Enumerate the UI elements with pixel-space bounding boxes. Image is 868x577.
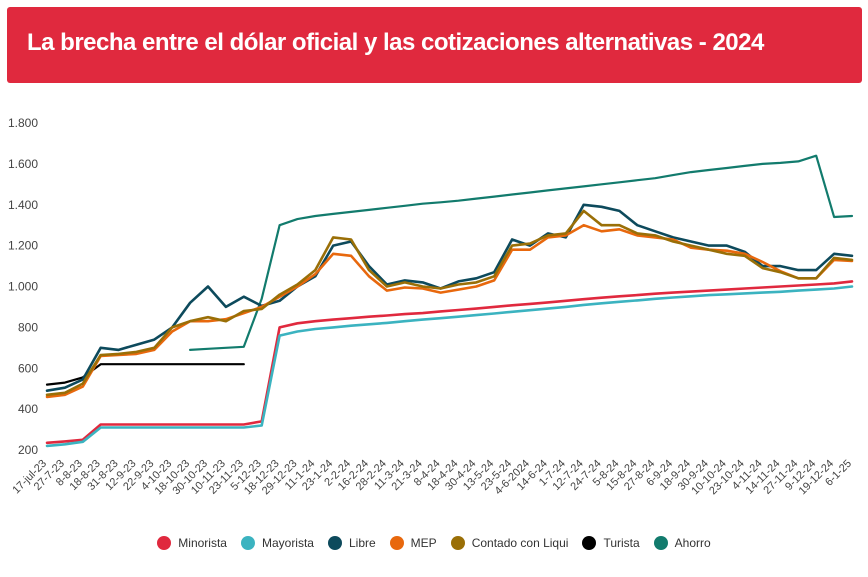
y-tick-label: 200: [18, 443, 38, 457]
series-line-contado-con-liqui: [45, 209, 854, 397]
chart-legend: Minorista Mayorista Libre MEP Contado con Li…: [0, 536, 868, 550]
series-line-turista: [45, 363, 245, 386]
y-tick-label: 400: [18, 402, 38, 416]
legend-label: Ahorro: [674, 536, 711, 550]
legend-marker-icon: [157, 536, 172, 550]
legend-item[interactable]: Mayorista: [240, 536, 314, 550]
legend-item[interactable]: MEP: [389, 536, 437, 550]
legend-label: MEP: [410, 536, 437, 550]
series-line-mep: [45, 223, 854, 399]
title-banner: La brecha entre el dólar oficial y las c…: [7, 7, 862, 83]
legend-label: Mayorista: [261, 536, 314, 550]
legend-marker-icon: [582, 536, 597, 550]
legend-item[interactable]: Minorista: [157, 536, 227, 550]
legend-marker-icon: [240, 536, 255, 550]
legend-item[interactable]: Libre: [327, 536, 376, 550]
line-chart: 2004006008001.0001.2001.4001.6001.80017-…: [8, 116, 854, 497]
legend-marker-icon: [327, 536, 342, 550]
chart-title: La brecha entre el dólar oficial y las c…: [27, 29, 764, 56]
series-line-libre: [45, 203, 854, 392]
y-tick-label: 1.800: [8, 116, 38, 130]
legend-marker-icon: [450, 536, 465, 550]
series-line-minorista: [45, 280, 854, 445]
y-tick-label: 1.000: [8, 280, 38, 294]
legend-label: Minorista: [178, 536, 227, 550]
series-line-ahorro: [189, 154, 854, 351]
legend-item[interactable]: Turista: [582, 536, 640, 550]
legend-label: Turista: [603, 536, 640, 550]
y-tick-label: 800: [18, 320, 38, 334]
legend-marker-icon: [389, 536, 404, 550]
y-tick-label: 1.400: [8, 198, 38, 212]
series-line-mayorista: [45, 285, 854, 448]
y-tick-label: 1.600: [8, 157, 38, 171]
y-tick-label: 600: [18, 361, 38, 375]
legend-item[interactable]: Ahorro: [653, 536, 711, 550]
legend-label: Contado con Liqui: [471, 536, 569, 550]
legend-marker-icon: [653, 536, 668, 550]
legend-item[interactable]: Contado con Liqui: [450, 536, 569, 550]
y-tick-label: 1.200: [8, 239, 38, 253]
legend-label: Libre: [348, 536, 376, 550]
